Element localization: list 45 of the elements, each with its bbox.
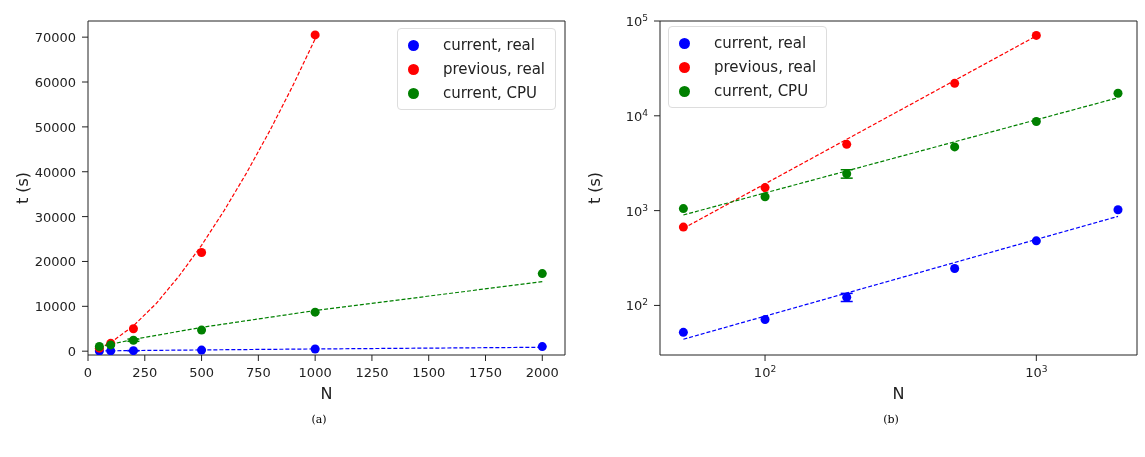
- y-tick-label: 10$^{4}$: [625, 107, 649, 124]
- x-tick-label: 750: [245, 365, 271, 380]
- y-tick-label: 40000: [34, 164, 76, 180]
- y-tick-label: 0: [67, 344, 76, 360]
- y-axis-title: t (s): [12, 171, 32, 205]
- point: [197, 325, 207, 335]
- point: [310, 30, 320, 40]
- y-tick-label: 10000: [34, 299, 76, 315]
- x-tick-label: 0: [83, 365, 93, 380]
- point: [128, 335, 138, 345]
- x-tick-label: 2000: [525, 365, 559, 380]
- x-tick-label: 10$^{2}$: [753, 364, 777, 380]
- legend-label: current, CPU: [442, 83, 538, 104]
- x-tick-label: 1500: [412, 365, 446, 380]
- point: [537, 342, 547, 352]
- y-tick-label: 70000: [34, 30, 76, 46]
- point: [310, 307, 320, 317]
- x-axis-title: N: [892, 384, 905, 403]
- x-tick-label: 1750: [468, 365, 503, 380]
- y-tick-label: 50000: [34, 119, 76, 135]
- y-tick-label: 10$^{5}$: [625, 13, 648, 29]
- x-tick-label: 1000: [298, 365, 332, 380]
- legend-label: current, real: [714, 33, 807, 54]
- text: (a): [310, 413, 328, 426]
- y-tick-label: 60000: [34, 75, 76, 91]
- point: [310, 344, 320, 354]
- legend-label: previous, real: [442, 59, 545, 80]
- y-tick-label: 30000: [34, 209, 76, 225]
- x-axis-title: N: [320, 384, 333, 403]
- point: [128, 324, 138, 334]
- text: (b): [882, 413, 900, 426]
- y-tick-label: 20000: [34, 254, 76, 270]
- x-tick-label: 250: [132, 365, 158, 380]
- x-tick-label: 500: [189, 365, 214, 380]
- y-tick-label: 10$^{3}$: [625, 202, 649, 219]
- point: [537, 269, 547, 279]
- point: [197, 345, 207, 355]
- point: [197, 247, 207, 257]
- legend-label: current, real: [442, 35, 535, 56]
- y-axis-title: t (s): [584, 171, 604, 205]
- legend-label: previous, real: [714, 57, 817, 78]
- x-tick-label: 10$^{3}$: [1025, 364, 1048, 380]
- y-tick-label: 10$^{2}$: [625, 297, 648, 314]
- legend-label: current, CPU: [714, 81, 809, 102]
- x-tick-label: 1250: [355, 365, 389, 380]
